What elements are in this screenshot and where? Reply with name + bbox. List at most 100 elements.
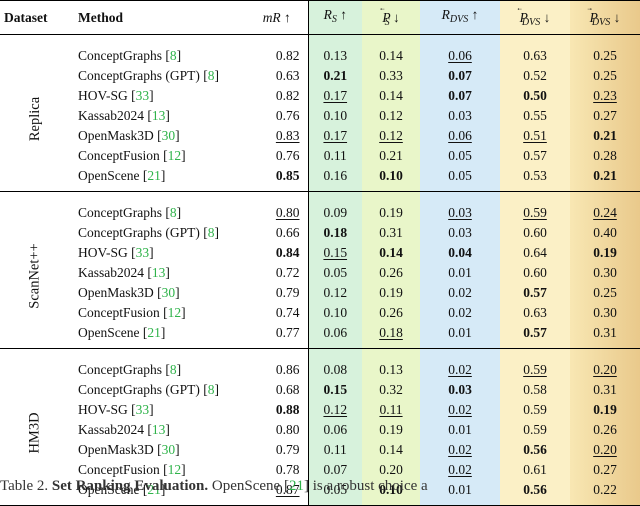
cell-mr: 0.86 (246, 348, 309, 380)
table-row: HM3D ConceptGraphs [8] 0.86 0.08 0.13 0.02 0.5… (0, 348, 640, 506)
table-caption: Table 2. Set Ranking Evaluation. OpenSce… (0, 478, 428, 494)
cell-pd: 0.55 (500, 106, 570, 126)
cell-pd2: 0.21 (570, 166, 640, 192)
cell-mr: 0.78 (246, 460, 309, 480)
table-row: HOV-SG [33] 0.82 0.17 0.14 0.07 0.50 0.23 (0, 86, 640, 106)
citation-link[interactable]: 12 (167, 305, 182, 320)
citation-link[interactable]: 12 (167, 462, 182, 477)
citation-link[interactable]: 30 (161, 285, 176, 300)
cell-rd: 0.03 (420, 223, 500, 243)
table-row: Kassab2024 [13] 0.76 0.10 0.12 0.03 0.55 0.27 (0, 106, 640, 126)
cell-mr: 0.66 (246, 223, 309, 243)
method-name: OpenMask3D [30] (78, 128, 180, 143)
cell-ps: 0.18 (362, 323, 420, 349)
cell-ps: 0.10 (362, 166, 420, 192)
cell-rs: 0.11 (308, 146, 362, 166)
cell-rs: 0.18 (308, 223, 362, 243)
cell-pd: 0.56 (500, 440, 570, 460)
cell-mr: 0.76 (246, 106, 309, 126)
table-body: Replica ConceptGraphs [8] 0.82 0.13 0.14 0.06… (0, 34, 640, 506)
cell-pd: 0.61 (500, 460, 570, 480)
table-row: ConceptGraphs (GPT) [8] 0.66 0.18 0.31 0.03 0… (0, 223, 640, 243)
method-name: ConceptGraphs [8] (78, 362, 182, 377)
cell-rd: 0.06 (420, 34, 500, 66)
cell-rs: 0.05 (308, 263, 362, 283)
cell-rs: 0.16 (308, 166, 362, 192)
citation-link[interactable]: 21 (147, 325, 161, 340)
cell-pd: 0.59 (500, 191, 570, 223)
cell-rs: 0.11 (308, 440, 362, 460)
cell-rd: 0.07 (420, 86, 500, 106)
citation-link[interactable]: 8 (207, 225, 215, 240)
table-row: Kassab2024 [13] 0.72 0.05 0.26 0.01 0.60 0.30 (0, 263, 640, 283)
cell-rd: 0.02 (420, 303, 500, 323)
cell-ps: 0.14 (362, 440, 420, 460)
citation-link[interactable]: 13 (151, 422, 166, 437)
cell-ps: 0.19 (362, 191, 420, 223)
table-row: Kassab2024 [13] 0.80 0.06 0.19 0.01 0.59 0.26 (0, 420, 640, 440)
cell-rs: 0.15 (308, 380, 362, 400)
cell-rs: 0.06 (308, 323, 362, 349)
dataset-label: HM3D (0, 348, 70, 506)
cell-ps: 0.19 (362, 283, 420, 303)
cell-pd2: 0.30 (570, 263, 640, 283)
table-row: HOV-SG [33] 0.84 0.15 0.14 0.04 0.64 0.19 (0, 243, 640, 263)
cell-rd: 0.01 (420, 263, 500, 283)
cell-ps: 0.12 (362, 106, 420, 126)
method-name: ConceptGraphs (GPT) [8] (78, 382, 219, 397)
citation-link[interactable]: 30 (161, 128, 176, 143)
cell-rd: 0.05 (420, 146, 500, 166)
citation-link[interactable]: 33 (135, 245, 150, 260)
citation-link[interactable]: 8 (169, 205, 177, 220)
cell-mr: 0.79 (246, 440, 309, 460)
cell-ps: 0.33 (362, 66, 420, 86)
citation-link[interactable]: 8 (207, 68, 215, 83)
citation-link[interactable]: 13 (151, 108, 166, 123)
cell-pd2: 0.27 (570, 460, 640, 480)
citation-link[interactable]: 8 (169, 362, 177, 377)
method-name: Kassab2024 [13] (78, 108, 170, 123)
citation-link[interactable]: 33 (135, 402, 150, 417)
header-row: Dataset Method mR ↑ RS ↑ P⃖S ↓ RDVS ↑ P⃖… (0, 0, 640, 35)
table-row: OpenMask3D [30] 0.83 0.17 0.12 0.06 0.51 0.21 (0, 126, 640, 146)
cell-ps: 0.26 (362, 263, 420, 283)
cell-pd2: 0.19 (570, 243, 640, 263)
cell-rd: 0.07 (420, 66, 500, 86)
cell-rs: 0.09 (308, 191, 362, 223)
cell-pd: 0.58 (500, 380, 570, 400)
cell-pd: 0.64 (500, 243, 570, 263)
cell-rs: 0.10 (308, 106, 362, 126)
cell-pd2: 0.20 (570, 440, 640, 460)
citation-link[interactable]: 12 (167, 148, 182, 163)
cell-rs: 0.17 (308, 126, 362, 146)
cell-pd2: 0.20 (570, 348, 640, 380)
cell-pd: 0.57 (500, 323, 570, 349)
cell-rd: 0.02 (420, 283, 500, 303)
citation-link[interactable]: 8 (207, 382, 215, 397)
method-name: OpenMask3D [30] (78, 442, 180, 457)
table-row: OpenScene [21] 0.77 0.06 0.18 0.01 0.57 0.31 (0, 323, 640, 349)
citation-link[interactable]: 13 (151, 265, 166, 280)
dataset-label: ScanNet++ (0, 191, 70, 349)
table-row: ConceptFusion [12] 0.74 0.10 0.26 0.02 0.63 0.… (0, 303, 640, 323)
header-ps: P⃖S ↓ (362, 0, 420, 35)
method-name: Kassab2024 [13] (78, 422, 170, 437)
cell-ps: 0.21 (362, 146, 420, 166)
cell-pd: 0.59 (500, 348, 570, 380)
cell-rd: 0.02 (420, 440, 500, 460)
dataset-label: Replica (0, 34, 70, 192)
caption-citation: 21 (288, 478, 304, 494)
citation-link[interactable]: 33 (135, 88, 150, 103)
citation-link[interactable]: 8 (169, 48, 177, 63)
header-method: Method (70, 0, 246, 35)
cell-ps: 0.11 (362, 400, 420, 420)
citation-link[interactable]: 30 (161, 442, 176, 457)
citation-link[interactable]: 21 (147, 168, 161, 183)
table-row: HOV-SG [33] 0.88 0.12 0.11 0.02 0.59 0.19 (0, 400, 640, 420)
cell-pd: 0.53 (500, 166, 570, 192)
cell-ps: 0.13 (362, 348, 420, 380)
header-rs: RS ↑ (308, 0, 362, 35)
method-name: ConceptFusion [12] (78, 305, 186, 320)
cell-pd2: 0.31 (570, 380, 640, 400)
